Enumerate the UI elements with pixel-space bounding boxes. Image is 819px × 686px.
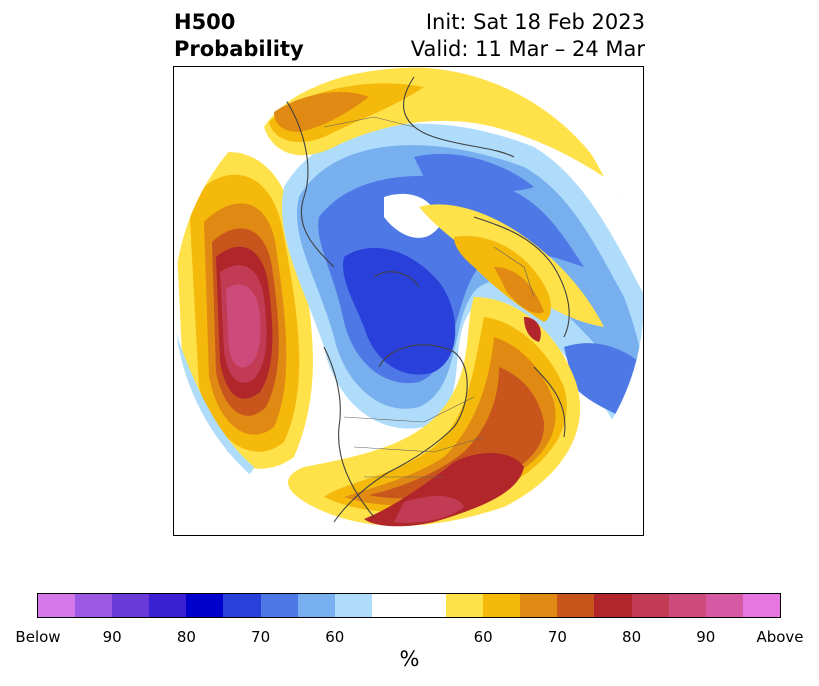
colorbar-segment bbox=[520, 594, 558, 617]
valid-range: Valid: 11 Mar – 24 Mar bbox=[410, 37, 645, 61]
colorbar-segment bbox=[38, 594, 76, 617]
colorbar bbox=[37, 593, 781, 618]
arctic-below-anomaly bbox=[282, 123, 643, 467]
colorbar-segment bbox=[705, 594, 743, 617]
colorbar-ticks: Below 90 80 70 60 60 70 80 90 Above bbox=[0, 628, 819, 646]
init-date: Init: Sat 18 Feb 2023 bbox=[425, 10, 645, 34]
probability-map bbox=[174, 67, 643, 535]
colorbar-segment bbox=[297, 594, 335, 617]
colorbar-tick-label: 90 bbox=[102, 628, 122, 646]
colorbar-segment bbox=[557, 594, 595, 617]
colorbar-segment bbox=[371, 594, 447, 617]
colorbar-segment bbox=[631, 594, 669, 617]
title-type: Probability bbox=[174, 37, 304, 61]
colorbar-segment bbox=[260, 594, 298, 617]
map-panel bbox=[173, 66, 644, 536]
colorbar-segment bbox=[483, 594, 521, 617]
title-variable: H500 bbox=[174, 10, 236, 34]
colorbar-segment bbox=[75, 594, 113, 617]
title-right: Init: Sat 18 Feb 2023 Valid: 11 Mar – 24… bbox=[411, 9, 645, 63]
colorbar-tick-label: 90 bbox=[696, 628, 716, 646]
colorbar-segment bbox=[446, 594, 484, 617]
colorbar-tick-label: 80 bbox=[176, 628, 196, 646]
colorbar-segment bbox=[742, 594, 780, 617]
colorbar-segment bbox=[334, 594, 372, 617]
colorbar-tick-label: 70 bbox=[547, 628, 567, 646]
colorbar-unit: % bbox=[399, 647, 420, 671]
colorbar-segment bbox=[223, 594, 261, 617]
colorbar-tick-label: 80 bbox=[622, 628, 642, 646]
colorbar-tick-label: Above bbox=[756, 628, 804, 646]
europe-above-anomaly bbox=[264, 67, 604, 327]
colorbar-segment bbox=[186, 594, 224, 617]
colorbar-tick-label: 70 bbox=[251, 628, 271, 646]
colorbar-segment bbox=[594, 594, 632, 617]
political-borders bbox=[323, 116, 535, 478]
pacific-above-anomaly bbox=[174, 152, 313, 469]
colorbar-segment bbox=[668, 594, 706, 617]
colorbar-segment bbox=[149, 594, 187, 617]
colorbar-tick-label: 60 bbox=[325, 628, 345, 646]
colorbar-segment bbox=[112, 594, 150, 617]
colorbar-tick-label: Below bbox=[15, 628, 61, 646]
title-left: H500 Probability bbox=[174, 9, 304, 63]
atlantic-above-anomaly bbox=[287, 297, 581, 527]
colorbar-tick-label: 60 bbox=[473, 628, 493, 646]
